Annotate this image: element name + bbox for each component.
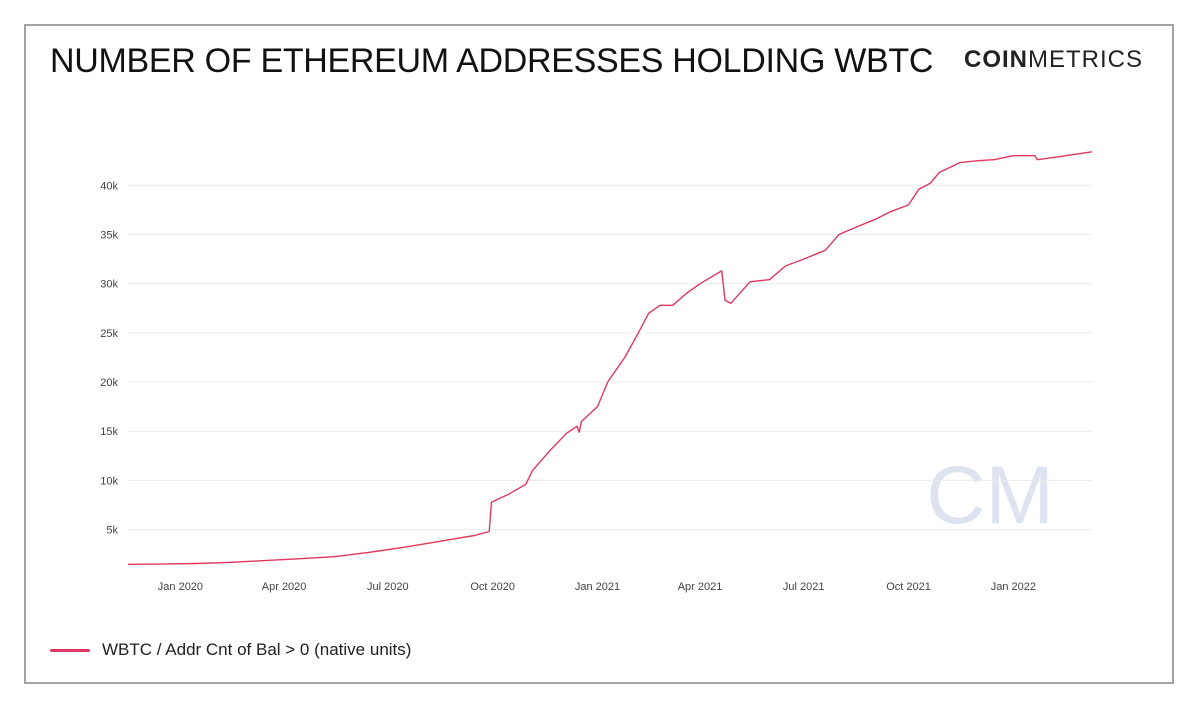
y-tick-label: 10k — [100, 475, 118, 487]
legend-swatch — [50, 648, 90, 652]
legend: WBTC / Addr Cnt of Bal > 0 (native units… — [50, 640, 411, 660]
legend-label: WBTC / Addr Cnt of Bal > 0 (native units… — [102, 640, 412, 659]
y-tick-label: 25k — [100, 328, 118, 340]
x-tick-label: Oct 2020 — [470, 581, 515, 593]
y-tick-label: 40k — [100, 180, 118, 192]
x-tick-label: Jan 2021 — [575, 581, 620, 593]
y-tick-label: 35k — [100, 229, 118, 241]
brand-coin: COIN — [964, 46, 1028, 73]
x-axis-ticks: Jan 2020 Apr 2020 Jul 2020 Oct 2020 Jan 2021… — [158, 581, 1036, 593]
series-layer — [127, 151, 1093, 565]
grid-lines — [128, 184, 1092, 531]
coinmetrics-logo: COINMETRICS — [964, 46, 1143, 74]
x-tick-label: Jan 2020 — [158, 581, 203, 593]
x-tick-label: Jul 2021 — [783, 581, 825, 593]
brand-metrics: METRICS — [1028, 46, 1143, 73]
chart-frame — [24, 24, 1174, 684]
x-tick-label: Oct 2021 — [886, 581, 931, 593]
y-tick-label: 15k — [100, 426, 118, 438]
y-tick-label: 5k — [106, 525, 118, 537]
y-axis-ticks: 5k 10k 15k 20k 25k 30k 35k 40k — [100, 180, 118, 536]
y-tick-label: 20k — [100, 377, 118, 389]
x-tick-label: Jul 2020 — [367, 581, 409, 593]
chart-title: NUMBER OF ETHEREUM ADDRESSES HOLDING WBT… — [50, 42, 934, 80]
x-tick-label: Apr 2021 — [678, 581, 723, 593]
x-tick-label: Apr 2020 — [262, 581, 307, 593]
series-line — [127, 151, 1093, 565]
x-tick-label: Jan 2022 — [991, 581, 1036, 593]
y-tick-label: 30k — [100, 279, 118, 291]
watermark-logo: CM — [926, 450, 1054, 541]
